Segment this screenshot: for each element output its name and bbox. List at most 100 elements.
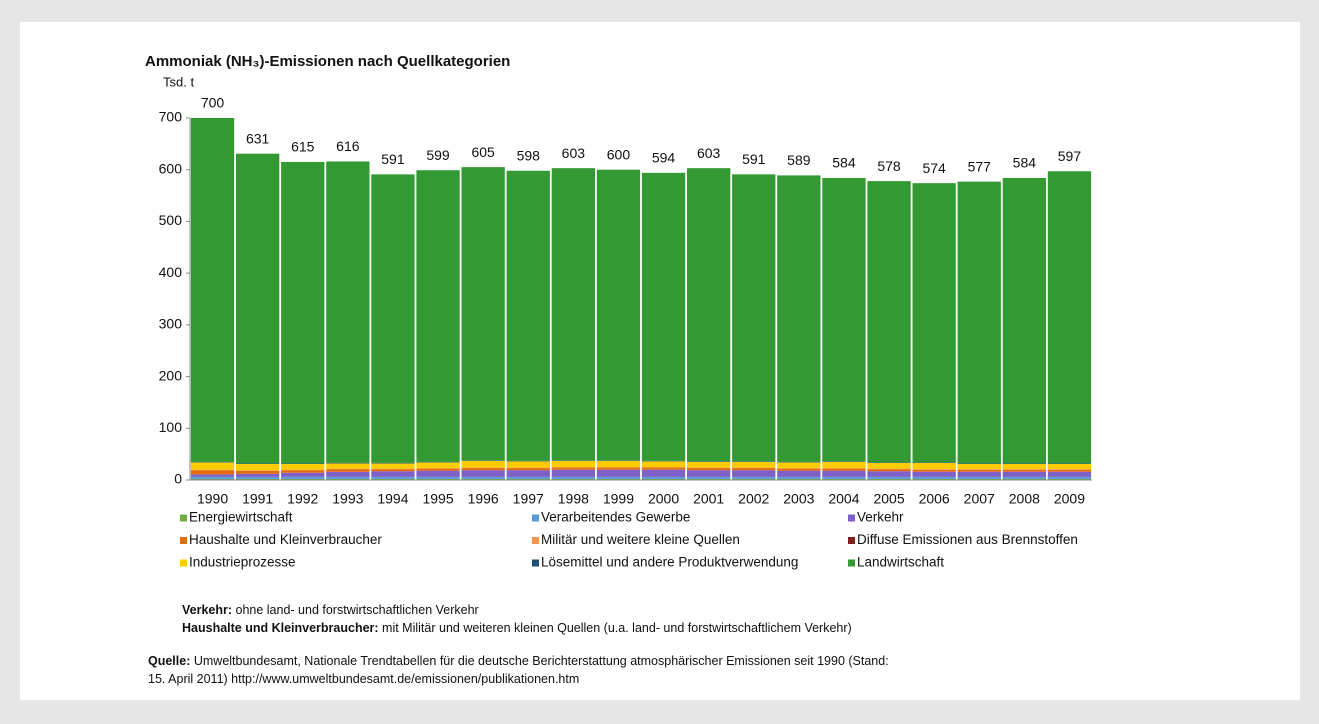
bar-segment: [461, 460, 505, 468]
bar-segment: [190, 478, 235, 480]
bar-segment: [236, 478, 280, 480]
y-tick-label: 500: [159, 212, 183, 228]
bar-segment: [551, 467, 595, 470]
bar-segment: [867, 181, 911, 463]
legend-swatch: [180, 559, 187, 567]
total-label: 584: [832, 155, 856, 171]
bar-segment: [777, 175, 821, 462]
legend-label: Diffuse Emissionen aus Brennstoffen: [857, 532, 1078, 547]
bar-segment: [281, 472, 325, 477]
bar-segment: [236, 470, 280, 474]
source: 15. April 2011) http://www.umweltbundesa…: [148, 672, 579, 686]
x-tick-label: 1994: [377, 491, 408, 507]
bar-segment: [416, 461, 460, 463]
bar-segment: [416, 476, 460, 479]
bar-segment: [732, 174, 776, 462]
bar-segment: [551, 478, 595, 480]
bar-segment: [461, 460, 505, 461]
bar-segment: [777, 462, 821, 469]
x-tick-label: 2005: [873, 491, 904, 507]
chart-title: Ammoniak (NH₃)-Emissionen nach Quellkate…: [145, 53, 510, 70]
bar-segment: [596, 169, 641, 461]
total-label: 591: [742, 151, 766, 167]
bar-segment: [281, 470, 325, 473]
y-tick-label: 400: [159, 264, 183, 280]
y-tick-label: 100: [159, 419, 183, 435]
total-label: 600: [607, 146, 631, 162]
bar-segment: [822, 461, 866, 462]
bar-segment: [416, 478, 460, 480]
bar-segment: [732, 467, 776, 469]
bar-segment: [326, 463, 370, 469]
legend-label: Militär und weitere kleine Quellen: [541, 532, 740, 547]
bar-segment: [957, 478, 1001, 480]
bar-segment: [236, 463, 280, 471]
note-term: Verkehr:: [182, 603, 232, 617]
bar-segment: [777, 476, 821, 479]
bar-segment: [1002, 469, 1046, 470]
bar-segment: [416, 468, 460, 469]
x-tick-label: 1995: [422, 491, 453, 507]
bar-segment: [867, 462, 911, 469]
total-label: 605: [471, 144, 495, 160]
note-text: mit Militär und weiteren kleinen Quellen…: [379, 621, 852, 635]
y-tick-label: 600: [159, 160, 183, 176]
bar-segment: [912, 462, 956, 463]
bar-segment: [461, 468, 505, 471]
bar-segment: [371, 462, 415, 464]
total-label: 615: [291, 139, 315, 155]
bar-segment: [281, 463, 325, 470]
bar-segment: [867, 468, 911, 470]
legend-swatch: [532, 537, 539, 544]
bar-segment: [190, 461, 235, 463]
bar-segment: [506, 476, 550, 479]
legend-swatch: [848, 514, 855, 522]
bar-segment: [416, 468, 460, 471]
x-tick-label: 2008: [1009, 491, 1040, 507]
bar-segment: [1002, 463, 1046, 470]
bar-segment: [190, 469, 235, 471]
bar-segment: [912, 462, 956, 470]
bar-segment: [777, 470, 821, 477]
y-tick-label: 700: [159, 109, 183, 125]
legend-swatch: [848, 537, 855, 544]
x-tick-label: 1998: [558, 491, 589, 507]
bar-segment: [912, 469, 956, 472]
bar-segment: [596, 478, 641, 480]
bar-segment: [506, 478, 550, 480]
bar-segment: [867, 471, 911, 477]
x-tick-label: 1999: [603, 491, 634, 507]
bar-segment: [461, 467, 505, 469]
y-axis-label: Tsd. t: [163, 74, 194, 89]
y-tick-label: 200: [159, 367, 183, 383]
total-label: 631: [246, 130, 270, 146]
total-label: 616: [336, 138, 360, 154]
bar-segment: [551, 460, 595, 468]
bar-segment: [326, 468, 370, 470]
bar-segment: [551, 168, 595, 461]
x-tick-label: 1991: [242, 491, 273, 507]
bar-segment: [506, 461, 550, 468]
bar-segment: [236, 473, 280, 477]
bar-segment: [822, 468, 866, 469]
bar-segment: [236, 470, 280, 471]
bar-segment: [371, 471, 415, 477]
bar-segment: [1002, 177, 1046, 464]
bar-segment: [912, 183, 956, 463]
bar-segment: [596, 469, 641, 477]
bar-segment: [371, 463, 415, 469]
bar-segment: [371, 469, 415, 472]
bar-segment: [281, 476, 325, 479]
legend-label: Industrieprozesse: [189, 555, 296, 570]
bar-segment: [596, 460, 641, 468]
bar-segment: [281, 161, 325, 464]
bar-segment: [732, 468, 776, 471]
bar-segment: [236, 153, 280, 464]
total-label: 700: [201, 95, 225, 111]
legend-swatch: [180, 514, 187, 522]
bar-segment: [461, 476, 505, 479]
bar-segment: [326, 471, 370, 477]
bar-segment: [551, 469, 595, 477]
x-tick-label: 2003: [783, 491, 814, 507]
